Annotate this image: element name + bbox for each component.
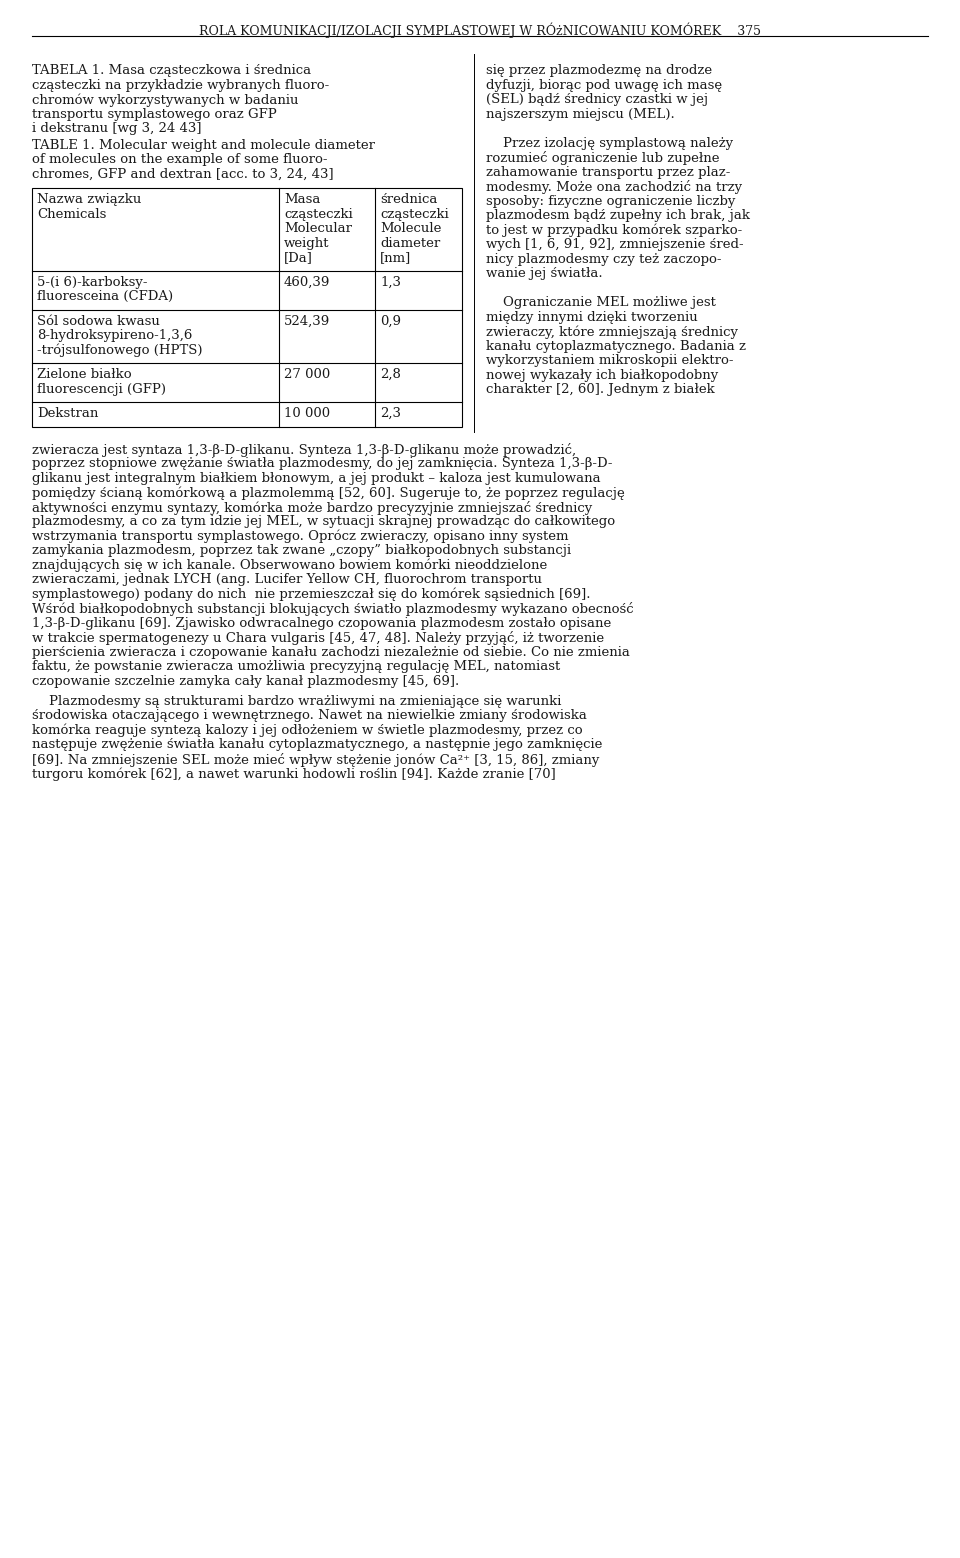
Text: 1,3: 1,3 bbox=[380, 276, 401, 288]
Text: w trakcie spermatogenezy u Chara vulgaris [45, 47, 48]. Należy przyjąć, iż tworz: w trakcie spermatogenezy u Chara vulgari… bbox=[32, 631, 604, 645]
Text: ROLA KOMUNIKACJI/IZOLACJI SYMPLASTOWEJ W RÓżNICOWANIU KOMÓREK    375: ROLA KOMUNIKACJI/IZOLACJI SYMPLASTOWEJ W… bbox=[199, 22, 761, 37]
Text: wanie jej światła.: wanie jej światła. bbox=[486, 266, 603, 280]
Text: zamykania plazmodesm, poprzez tak zwane „czopy” białkopodobnych substancji: zamykania plazmodesm, poprzez tak zwane … bbox=[32, 544, 571, 558]
Text: Masa: Masa bbox=[284, 193, 321, 206]
Text: pomiędzy ścianą komórkową a plazmolemmą [52, 60]. Sugeruje to, że poprzez regula: pomiędzy ścianą komórkową a plazmolemmą … bbox=[32, 486, 625, 500]
Text: Sól sodowa kwasu: Sól sodowa kwasu bbox=[37, 315, 160, 327]
Text: środowiska otaczającego i wewnętrznego. Nawet na niewielkie zmiany środowiska: środowiska otaczającego i wewnętrznego. … bbox=[32, 709, 587, 723]
Text: wstrzymania transportu symplastowego. Oprócz zwieraczy, opisano inny system: wstrzymania transportu symplastowego. Op… bbox=[32, 530, 568, 544]
Text: i dekstranu [wg 3, 24 43]: i dekstranu [wg 3, 24 43] bbox=[32, 122, 202, 136]
Text: kanału cytoplazmatycznego. Badania z: kanału cytoplazmatycznego. Badania z bbox=[486, 340, 746, 352]
Text: 27 000: 27 000 bbox=[284, 368, 330, 382]
Text: następuje zwężenie światła kanału cytoplazmatycznego, a następnie jego zamknięci: następuje zwężenie światła kanału cytopl… bbox=[32, 738, 602, 751]
Text: modesmy. Może ona zachodzić na trzy: modesmy. Może ona zachodzić na trzy bbox=[486, 181, 742, 195]
Text: of molecules on the example of some fluoro-: of molecules on the example of some fluo… bbox=[32, 153, 327, 167]
Text: zwieracza jest syntaza 1,3-β-D-glikanu. Synteza 1,3-β-D-glikanu może prowadzić,: zwieracza jest syntaza 1,3-β-D-glikanu. … bbox=[32, 442, 576, 456]
Text: faktu, że powstanie zwieracza umożliwia precyzyjną regulację MEL, natomiast: faktu, że powstanie zwieracza umożliwia … bbox=[32, 661, 561, 673]
Text: dyfuzji, biorąc pod uwagę ich masę: dyfuzji, biorąc pod uwagę ich masę bbox=[486, 78, 722, 92]
Text: plazmodesm bądź zupełny ich brak, jak: plazmodesm bądź zupełny ich brak, jak bbox=[486, 209, 750, 221]
Bar bbox=[32, 189, 462, 427]
Text: średnica: średnica bbox=[380, 193, 438, 206]
Text: 10 000: 10 000 bbox=[284, 407, 330, 421]
Text: [nm]: [nm] bbox=[380, 251, 411, 263]
Text: 5-(i 6)-karboksy-: 5-(i 6)-karboksy- bbox=[37, 276, 148, 288]
Text: Molecule: Molecule bbox=[380, 221, 442, 235]
Text: turgoru komórek [62], a nawet warunki hodowli roślin [94]. Każde zranie [70]: turgoru komórek [62], a nawet warunki ho… bbox=[32, 767, 556, 781]
Text: cząsteczki: cząsteczki bbox=[284, 207, 352, 221]
Text: komórka reaguje syntezą kalozy i jej odłożeniem w świetle plazmodesmy, przez co: komórka reaguje syntezą kalozy i jej odł… bbox=[32, 724, 583, 737]
Text: plazmodesmy, a co za tym idzie jej MEL, w sytuacji skrajnej prowadząc do całkowi: plazmodesmy, a co za tym idzie jej MEL, … bbox=[32, 516, 615, 528]
Text: charakter [2, 60]. Jednym z białek: charakter [2, 60]. Jednym z białek bbox=[486, 383, 715, 396]
Text: fluorescencji (GFP): fluorescencji (GFP) bbox=[37, 383, 166, 396]
Text: 1,3-β-D-glikanu [69]. Zjawisko odwracalnego czopowania plazmodesm zostało opisan: 1,3-β-D-glikanu [69]. Zjawisko odwracaln… bbox=[32, 617, 612, 629]
Text: znajdujących się w ich kanale. Obserwowano bowiem komórki nieoddzielone: znajdujących się w ich kanale. Obserwowa… bbox=[32, 558, 547, 572]
Text: najszerszym miejscu (MEL).: najszerszym miejscu (MEL). bbox=[486, 108, 675, 120]
Text: Dekstran: Dekstran bbox=[37, 407, 98, 421]
Text: transportu symplastowego oraz GFP: transportu symplastowego oraz GFP bbox=[32, 108, 276, 120]
Text: sposoby: fizyczne ograniczenie liczby: sposoby: fizyczne ograniczenie liczby bbox=[486, 195, 735, 207]
Text: 2,3: 2,3 bbox=[380, 407, 401, 421]
Text: Nazwa związku: Nazwa związku bbox=[37, 193, 141, 206]
Text: wykorzystaniem mikroskopii elektro-: wykorzystaniem mikroskopii elektro- bbox=[486, 354, 733, 368]
Text: symplastowego) podany do nich  nie przemieszczał się do komórek sąsiednich [69].: symplastowego) podany do nich nie przemi… bbox=[32, 587, 590, 601]
Text: [69]. Na zmniejszenie SEL może mieć wpływ stężenie jonów Ca²⁺ [3, 15, 86], zmian: [69]. Na zmniejszenie SEL może mieć wpły… bbox=[32, 753, 599, 767]
Text: między innymi dzięki tworzeniu: między innymi dzięki tworzeniu bbox=[486, 310, 698, 324]
Text: Ograniczanie MEL możliwe jest: Ograniczanie MEL możliwe jest bbox=[486, 296, 716, 308]
Text: chromów wykorzystywanych w badaniu: chromów wykorzystywanych w badaniu bbox=[32, 93, 299, 106]
Text: -trójsulfonowego (HPTS): -trójsulfonowego (HPTS) bbox=[37, 343, 203, 357]
Text: rozumieć ograniczenie lub zupełne: rozumieć ograniczenie lub zupełne bbox=[486, 151, 719, 165]
Text: chromes, GFP and dextran [acc. to 3, 24, 43]: chromes, GFP and dextran [acc. to 3, 24,… bbox=[32, 168, 334, 181]
Text: nicy plazmodesmy czy też zaczopo-: nicy plazmodesmy czy też zaczopo- bbox=[486, 252, 722, 265]
Text: 8-hydroksypireno-1,3,6: 8-hydroksypireno-1,3,6 bbox=[37, 329, 192, 343]
Text: 460,39: 460,39 bbox=[284, 276, 330, 288]
Text: TABLE 1. Molecular weight and molecule diameter: TABLE 1. Molecular weight and molecule d… bbox=[32, 139, 375, 151]
Text: cząsteczki na przykładzie wybranych fluoro-: cząsteczki na przykładzie wybranych fluo… bbox=[32, 78, 329, 92]
Text: fluoresceina (CFDA): fluoresceina (CFDA) bbox=[37, 290, 173, 302]
Text: 0,9: 0,9 bbox=[380, 315, 401, 327]
Text: (SEL) bądź średnicy czastki w jej: (SEL) bądź średnicy czastki w jej bbox=[486, 93, 708, 106]
Text: TABELA 1. Masa cząsteczkowa i średnica: TABELA 1. Masa cząsteczkowa i średnica bbox=[32, 64, 311, 76]
Text: nowej wykazały ich białkopodobny: nowej wykazały ich białkopodobny bbox=[486, 369, 718, 382]
Text: 524,39: 524,39 bbox=[284, 315, 330, 327]
Text: diameter: diameter bbox=[380, 237, 441, 249]
Text: glikanu jest integralnym białkiem błonowym, a jej produkt – kaloza jest kumulowa: glikanu jest integralnym białkiem błonow… bbox=[32, 472, 601, 485]
Text: wych [1, 6, 91, 92], zmniejszenie śred-: wych [1, 6, 91, 92], zmniejszenie śred- bbox=[486, 238, 744, 251]
Text: Przez izolację symplastową należy: Przez izolację symplastową należy bbox=[486, 137, 733, 150]
Text: Zielone białko: Zielone białko bbox=[37, 368, 132, 382]
Text: zwieraczami, jednak LYCH (ang. Lucifer Yellow CH, fluorochrom transportu: zwieraczami, jednak LYCH (ang. Lucifer Y… bbox=[32, 573, 542, 586]
Text: się przez plazmodezmę na drodze: się przez plazmodezmę na drodze bbox=[486, 64, 712, 76]
Text: poprzez stopniowe zwężanie światła plazmodesmy, do jej zamknięcia. Synteza 1,3-β: poprzez stopniowe zwężanie światła plazm… bbox=[32, 456, 612, 471]
Text: czopowanie szczelnie zamyka cały kanał plazmodesmy [45, 69].: czopowanie szczelnie zamyka cały kanał p… bbox=[32, 675, 459, 687]
Text: zwieraczy, które zmniejszają średnicy: zwieraczy, które zmniejszają średnicy bbox=[486, 326, 738, 338]
Text: cząsteczki: cząsteczki bbox=[380, 207, 448, 221]
Text: zahamowanie transportu przez plaz-: zahamowanie transportu przez plaz- bbox=[486, 165, 731, 179]
Text: [Da]: [Da] bbox=[284, 251, 313, 263]
Text: Molecular: Molecular bbox=[284, 221, 352, 235]
Text: aktywności enzymu syntazy, komórka może bardzo precyzyjnie zmniejszać średnicy: aktywności enzymu syntazy, komórka może … bbox=[32, 500, 592, 514]
Text: 2,8: 2,8 bbox=[380, 368, 401, 382]
Text: Plazmodesmy są strukturami bardzo wrażliwymi na zmieniające się warunki: Plazmodesmy są strukturami bardzo wrażli… bbox=[32, 695, 562, 707]
Text: Chemicals: Chemicals bbox=[37, 207, 107, 221]
Text: Wśród białkopodobnych substancji blokujących światło plazmodesmy wykazano obecno: Wśród białkopodobnych substancji blokują… bbox=[32, 601, 634, 615]
Text: to jest w przypadku komórek szparko-: to jest w przypadku komórek szparko- bbox=[486, 223, 742, 237]
Text: pierścienia zwieracza i czopowanie kanału zachodzi niezależnie od siebie. Co nie: pierścienia zwieracza i czopowanie kanał… bbox=[32, 645, 630, 659]
Text: weight: weight bbox=[284, 237, 329, 249]
